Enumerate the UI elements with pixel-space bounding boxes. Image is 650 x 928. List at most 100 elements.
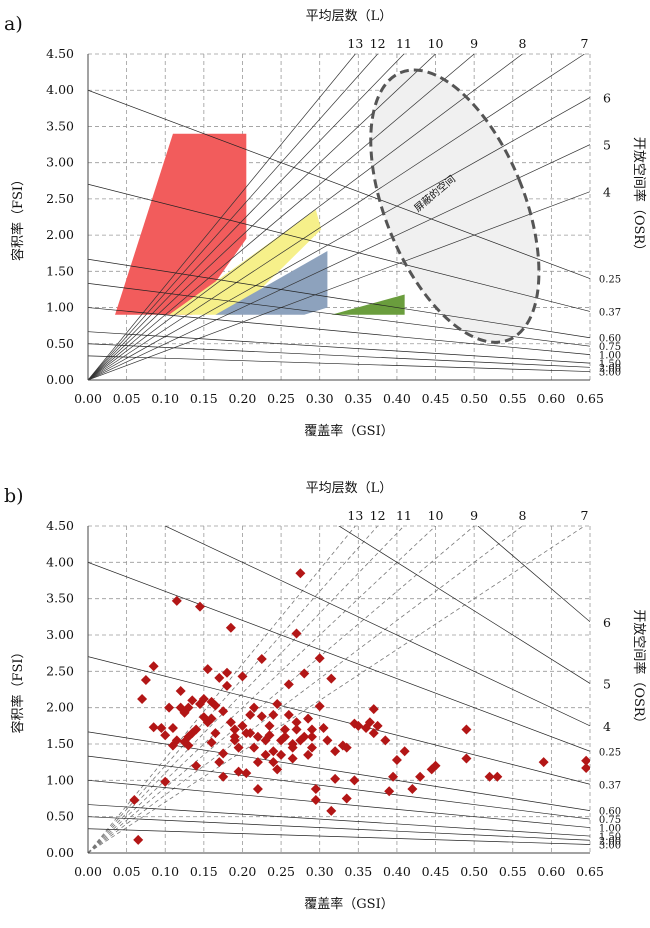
level-line <box>88 54 356 380</box>
data-point <box>218 748 229 759</box>
data-point <box>183 740 194 751</box>
data-point <box>233 742 244 753</box>
osr-label: 3.00 <box>599 368 621 379</box>
data-point <box>264 730 275 741</box>
region-0 <box>115 133 247 315</box>
x-tick-label: 0.50 <box>460 864 488 879</box>
data-point <box>326 673 337 684</box>
osr-line <box>88 283 590 347</box>
data-point <box>268 746 279 757</box>
data-point <box>202 664 213 675</box>
data-point <box>581 762 590 773</box>
y-tick-label: 3.00 <box>46 155 74 170</box>
y-tick-label: 1.50 <box>46 263 74 278</box>
data-point <box>283 679 294 690</box>
data-point <box>326 805 337 816</box>
osr-label: 0.60 <box>599 807 621 818</box>
level-line <box>88 191 590 380</box>
osr-label: 0.25 <box>599 275 621 286</box>
panel-label: b) <box>4 485 24 507</box>
osr-axis-title: 开放空间率（OSR） <box>631 137 647 257</box>
y-tick-label: 4.50 <box>46 518 74 533</box>
data-point <box>191 724 202 735</box>
data-point <box>222 680 233 691</box>
plot-content <box>88 526 590 853</box>
data-point <box>291 628 302 639</box>
data-point <box>484 771 495 782</box>
data-point <box>310 794 321 805</box>
x-tick-label: 0.25 <box>267 391 295 406</box>
data-point <box>140 675 151 686</box>
data-point <box>287 753 298 764</box>
level-line <box>88 526 475 853</box>
x-tick-label: 0.05 <box>113 864 141 879</box>
panel-label: a) <box>4 13 23 35</box>
level-label: 11 <box>396 508 412 523</box>
x-tick-label: 0.30 <box>306 391 334 406</box>
y-tick-label: 4.50 <box>46 46 74 61</box>
x-tick-label: 0.20 <box>229 864 257 879</box>
level-label: 6 <box>603 90 611 105</box>
x-tick-label: 0.05 <box>113 391 141 406</box>
osr-line <box>88 331 590 364</box>
plot-area <box>88 526 590 853</box>
data-point <box>156 723 167 734</box>
osr-label: 1.00 <box>599 824 621 835</box>
x-tick-label: 0.60 <box>537 864 565 879</box>
x-tick-label: 0.00 <box>74 864 102 879</box>
y-tick-label: 1.00 <box>46 300 74 315</box>
data-point <box>210 700 221 711</box>
x-tick-label: 0.55 <box>499 864 527 879</box>
data-point <box>337 740 348 751</box>
y-tick-label: 2.50 <box>46 663 74 678</box>
data-point <box>314 701 325 712</box>
osr-line <box>88 656 590 785</box>
level-label: 4 <box>603 185 611 200</box>
data-point <box>276 749 287 760</box>
data-point <box>218 706 229 717</box>
x-tick-label: 0.35 <box>344 391 372 406</box>
data-point <box>171 595 182 606</box>
osr-line <box>88 816 590 841</box>
x-tick-label: 0.35 <box>344 864 372 879</box>
y-tick-label: 0.00 <box>46 372 74 387</box>
data-point <box>164 702 175 713</box>
osr-line <box>88 343 590 368</box>
y-tick-label: 2.00 <box>46 227 74 242</box>
osr-label: 0.37 <box>599 307 621 318</box>
osr-label: 1.50 <box>599 359 621 370</box>
data-point <box>299 668 310 679</box>
data-point <box>252 757 263 768</box>
data-point <box>187 695 198 706</box>
data-point <box>229 735 240 746</box>
region-2 <box>215 251 328 315</box>
data-point <box>160 730 171 741</box>
data-point <box>206 737 217 748</box>
data-point <box>272 764 283 775</box>
data-point <box>191 760 202 771</box>
data-point <box>222 667 233 678</box>
data-point <box>303 749 314 760</box>
region-3 <box>331 294 405 315</box>
osr-line <box>477 526 590 623</box>
level-label: 11 <box>396 36 412 51</box>
x-tick-label: 0.45 <box>422 864 450 879</box>
osr-line <box>88 183 590 312</box>
data-point <box>241 768 252 779</box>
x-tick-label: 0.25 <box>267 864 295 879</box>
data-point <box>237 671 248 682</box>
data-point <box>249 702 260 713</box>
data-point <box>461 724 472 735</box>
data-point <box>461 753 472 764</box>
level-label: 13 <box>347 36 363 51</box>
osr-line <box>338 526 590 684</box>
data-point <box>310 784 321 795</box>
y-tick-label: 2.50 <box>46 191 74 206</box>
x-tick-label: 0.65 <box>576 864 604 879</box>
level-label: 12 <box>370 36 386 51</box>
data-point <box>148 661 159 672</box>
data-point <box>287 739 298 749</box>
data-point <box>268 757 279 768</box>
data-point <box>272 699 283 710</box>
